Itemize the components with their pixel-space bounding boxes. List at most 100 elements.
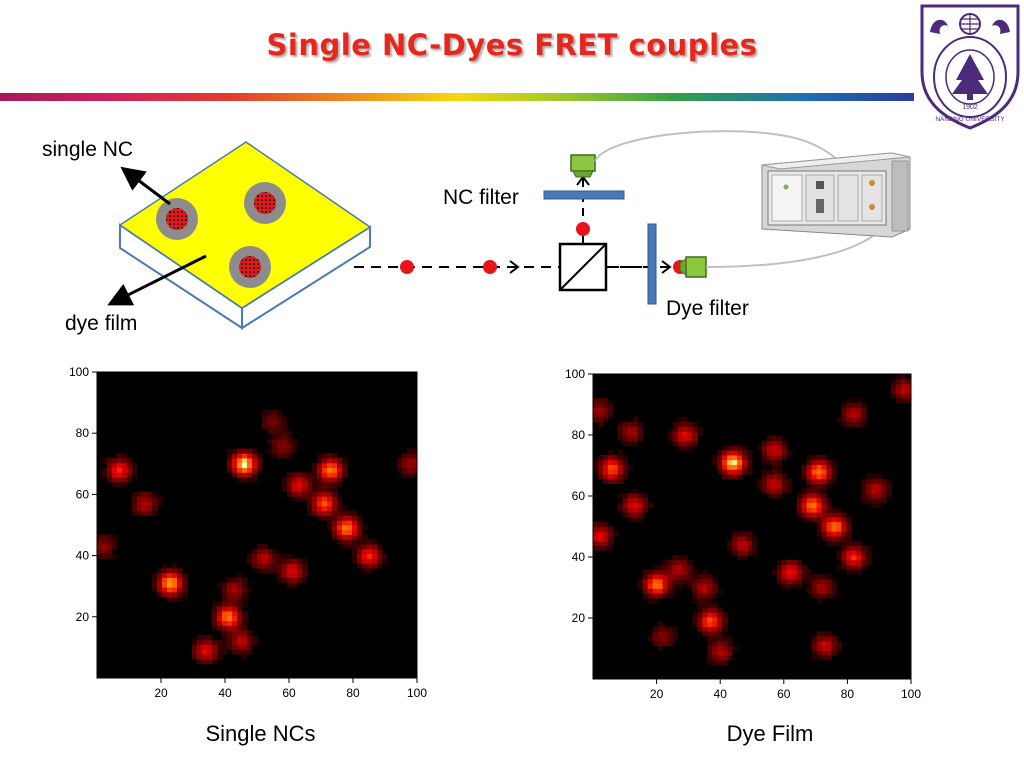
dye-filter-label: Dye filter [666,297,749,320]
heatmap-cell [831,531,837,537]
heatmap-cell [856,412,862,418]
heatmap-cell [732,450,738,456]
x-tick-label: 40 [714,687,728,701]
heatmap-cell [692,431,698,437]
heatmap-cell [786,578,793,585]
heatmap-cell [302,491,308,497]
heatmap-cell [781,445,788,451]
heatmap-cell [593,416,599,423]
heatmap-cell [292,448,298,454]
heatmap-cell [866,550,872,556]
heatmap-cell [107,458,113,464]
heatmap-cell [632,493,639,499]
heatmap-cell [622,507,629,513]
heatmap-cell [227,625,233,631]
heatmap-cell [122,467,128,473]
heatmap-cell [846,526,852,532]
heatmap-cell [776,469,783,475]
heatmap-cell [766,459,773,465]
heatmap-cell [342,515,348,521]
heatmap-cell [712,602,718,608]
heatmap-cell [806,483,813,489]
heatmap-cell [742,450,748,456]
heatmap-cell [712,621,718,627]
heatmap-cell [771,435,778,442]
heatmap-cell [362,525,368,531]
heatmap-cell [742,455,748,461]
heatmap-cell [831,507,837,513]
heatmap-cell [821,464,827,470]
heatmap-cell [627,516,634,523]
heatmap-cell [282,486,288,492]
heatmap-cell [177,577,183,583]
heatmap-cell [247,477,253,483]
heatmap-cell [252,634,258,641]
heatmap-cell [846,421,852,427]
heatmap-cell [357,534,363,540]
heatmap-cell [337,467,343,473]
heatmap-cell [217,582,223,588]
heatmap-cell [766,493,773,499]
heatmap-cell [637,502,644,508]
heatmap-cell [612,469,619,475]
heatmap-cell [816,497,822,504]
heatmap-cell [212,658,218,665]
heatmap-cell [781,569,788,575]
heatmap-cell [776,578,783,585]
heatmap-cell [697,621,703,627]
heatmap-cell [727,636,733,642]
heatmap-cell [182,572,188,578]
heatmap-cell [322,453,328,459]
heatmap-cell [212,649,218,655]
heatmap-cell [697,597,703,604]
heatmap-cell [352,553,358,559]
heatmap-cell [117,453,123,459]
heatmap-cell [317,496,323,502]
heatmap-cell [597,397,604,403]
heatmap-cell [856,402,862,408]
heatmap-cell [672,564,678,570]
heatmap-cell [217,601,223,607]
heatmap-cell [647,569,654,575]
heatmap-cell [317,515,323,521]
heatmap-cell [851,412,857,418]
heatmap-cell [667,593,673,599]
heatmap-cell [247,649,253,655]
heatmap-cell [222,582,228,588]
heatmap-cell [97,553,103,559]
heatmap-cell [332,515,338,521]
heatmap-cell [152,582,158,588]
heatmap-cell [727,640,733,647]
heatmap-cell [602,397,609,403]
heatmap-cell [821,636,827,642]
heatmap-cell [722,636,728,642]
heatmap-cell [237,448,243,454]
heatmap-cell [267,410,273,416]
heatmap-cell [657,636,663,642]
heatmap-cell [667,431,673,437]
heatmap-cell [287,453,293,459]
heatmap-cell [262,553,268,559]
heatmap-cell [861,412,867,418]
heatmap-cell [622,464,629,470]
heatmap-cell [337,458,343,464]
heatmap-cell [222,615,228,622]
heatmap-cell [157,587,163,593]
heatmap-cell [337,529,343,535]
heatmap-cell [342,505,348,512]
heatmap-cell [147,510,153,516]
nanocrystal [156,198,198,240]
heatmap-cell [342,529,348,535]
heatmap-cell [602,469,609,475]
heatmap-cell [697,607,703,613]
heatmap-cell [107,467,113,473]
heatmap-cell [781,488,788,494]
heatmap-cell [327,477,333,483]
heatmap-cell [732,445,738,451]
heatmap-cell [747,540,753,546]
heatmap-cell [157,591,163,598]
heatmap-cell [627,493,634,499]
heatmap-cell [851,559,857,566]
heatmap-cell [352,515,358,521]
heatmap-cell [312,501,318,507]
